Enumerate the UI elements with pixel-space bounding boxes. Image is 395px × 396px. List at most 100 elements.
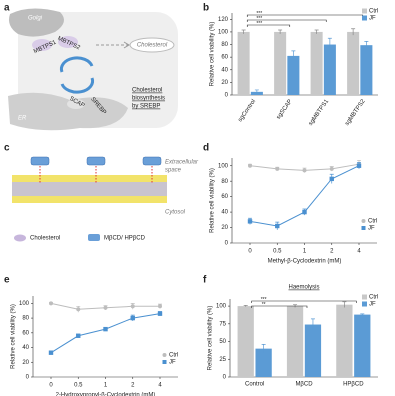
x-tick-label: 1 (104, 383, 108, 389)
extracellular-label: Extracellular (165, 160, 199, 166)
legend-label: Cholesterol (30, 236, 60, 242)
bar (287, 55, 300, 95)
bar (274, 31, 287, 95)
legend-swatch (362, 294, 367, 300)
marker (158, 304, 162, 309)
x-tick-label: Control (245, 382, 264, 388)
y-tick-label: 20 (221, 225, 228, 231)
legend-swatch (88, 234, 100, 241)
error-bar (327, 37, 332, 51)
enzyme (58, 36, 78, 48)
legend-label: JF (369, 16, 376, 22)
x-tick-label: HPβCD (343, 382, 364, 388)
x-tick-label: 0 (248, 249, 252, 255)
annotation: *** (256, 11, 262, 17)
y-axis-label: Relative cell viability (%) (208, 306, 214, 371)
y-tick-label: 40 (22, 345, 29, 351)
x-axis-label: Methyl-β-Cyclodextrin (mM) (268, 259, 342, 265)
x-axis-label: 2-Hydroxypropyl-β-Cyclodextrin (mM) (56, 393, 156, 396)
bracket (251, 300, 357, 303)
bracket (251, 305, 308, 308)
y-tick-label: 80 (221, 42, 228, 48)
y-tick-label: 80 (221, 179, 228, 185)
panel-label: a (4, 3, 10, 14)
x-tick-label: 0 (49, 383, 53, 389)
y-tick-label: 0 (225, 93, 229, 99)
note-line: Cholesterol (132, 88, 162, 94)
x-tick-label: 2 (131, 383, 135, 389)
membrane-heads (12, 175, 167, 182)
panel-label: e (4, 275, 10, 286)
bar (336, 304, 353, 377)
cycle-arrow (59, 56, 94, 73)
error-bar (278, 29, 283, 34)
legend-label: Ctrl (169, 353, 178, 359)
y-tick-label: 60 (221, 55, 228, 61)
y-tick-label: 20 (221, 80, 228, 86)
error-bar (243, 305, 248, 307)
marker (275, 166, 280, 171)
y-tick-label: 50 (219, 339, 226, 345)
y-tick-label: 25 (219, 357, 226, 363)
bracket (246, 14, 364, 17)
cytosol-label: Cytosol (165, 210, 186, 216)
y-tick-label: 75 (219, 321, 226, 327)
y-tick-label: 100 (19, 301, 30, 307)
error-bar (364, 41, 369, 49)
y-tick-label: 0 (225, 241, 229, 247)
arrowhead (123, 41, 130, 49)
error-bar (314, 29, 319, 34)
membrane-core (12, 182, 167, 196)
er (8, 92, 128, 131)
error-bar (261, 344, 266, 353)
y-tick-label: 80 (22, 316, 29, 322)
error-bar (310, 318, 315, 331)
cyclodextrin (142, 156, 162, 166)
cyclodextrin (30, 156, 50, 166)
legend-label: JF (169, 360, 176, 366)
y-tick-label: 60 (22, 330, 29, 336)
marker (247, 219, 253, 224)
marker (356, 163, 362, 168)
error-bar (254, 89, 259, 94)
bar (354, 314, 371, 377)
x-tick-label: 4 (357, 249, 361, 255)
bar (310, 31, 323, 95)
cholesterol-label: Cholesterol (137, 43, 168, 49)
marker (302, 168, 307, 173)
marker (157, 311, 163, 316)
diagram-a: a Golgi MBTPS1 MBTPS2 Cholesterol ER SCA… (4, 3, 178, 131)
panel-label: b (203, 3, 209, 14)
golgi (9, 8, 64, 37)
legend-swatch (361, 219, 366, 223)
bar (347, 31, 360, 95)
legend-swatch (362, 301, 367, 307)
legend-label: Ctrl (369, 295, 378, 301)
marker (329, 166, 334, 171)
marker (275, 223, 280, 229)
y-tick-label: 0 (26, 375, 30, 381)
y-tick-label: 100 (216, 304, 227, 310)
x-tick-label: 0.5 (74, 383, 83, 389)
y-tick-label: 40 (221, 210, 228, 216)
panel-label: d (203, 143, 209, 154)
marker (103, 305, 108, 310)
marker (49, 301, 53, 306)
annotation: *** (256, 21, 262, 27)
marker (76, 333, 81, 338)
marker (130, 315, 135, 321)
legend-label: Ctrl (368, 219, 377, 225)
chart-title: Haemolysis (288, 285, 319, 291)
bracket (246, 19, 327, 22)
legend-swatch (362, 8, 367, 14)
x-tick-label: 0.5 (273, 249, 282, 255)
annotation: ** (262, 302, 266, 308)
legend-swatch (162, 360, 167, 364)
marker (130, 304, 135, 309)
extracellular-label: space (165, 168, 182, 174)
panel-label: f (203, 275, 207, 286)
legend-swatch (14, 234, 26, 242)
bar (237, 31, 250, 95)
cholesterol-node (129, 37, 175, 53)
